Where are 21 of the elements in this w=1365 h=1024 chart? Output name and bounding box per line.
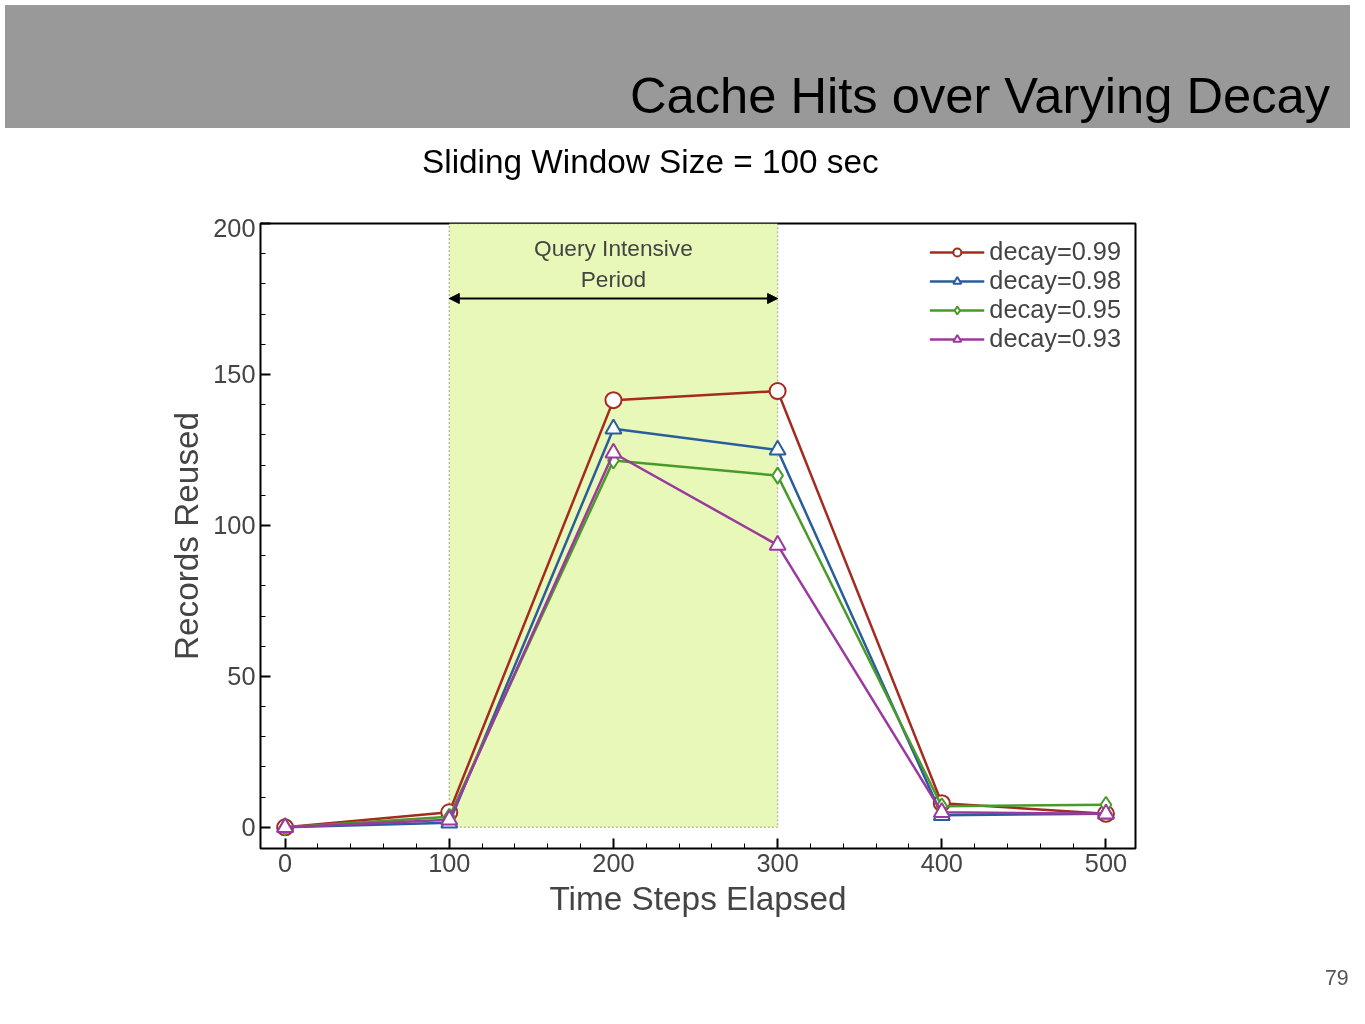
x-tick-label: 200 [592, 848, 635, 877]
y-tick-label: 150 [213, 360, 256, 389]
x-tick-label: 300 [756, 848, 799, 877]
text: 79 [1325, 965, 1349, 992]
x-tick-label: 100 [428, 848, 471, 877]
y-axis-title: Records Reused [168, 411, 206, 661]
chart-subtitle: Sliding Window Size = 100 sec [422, 142, 879, 182]
x-tick-label: 500 [1084, 848, 1128, 877]
legend-label: decay=0.95 [989, 295, 1121, 324]
legend-label: decay=0.99 [989, 237, 1121, 266]
y-tick-label: 0 [241, 813, 256, 842]
y-tick-label: 100 [213, 511, 256, 540]
legend-label: decay=0.93 [989, 324, 1121, 353]
y-tick-label: 200 [213, 213, 256, 242]
y-tick-label: 50 [227, 662, 256, 691]
x-tick-label: 400 [920, 848, 963, 877]
band-label: Query Intensive Period [534, 235, 693, 293]
x-tick-label: 0 [278, 848, 293, 877]
x-axis-title: Time Steps Elapsed [549, 879, 847, 917]
legend-label: decay=0.98 [989, 266, 1121, 295]
chart-title: Cache Hits over Varying Decay [629, 66, 1330, 126]
